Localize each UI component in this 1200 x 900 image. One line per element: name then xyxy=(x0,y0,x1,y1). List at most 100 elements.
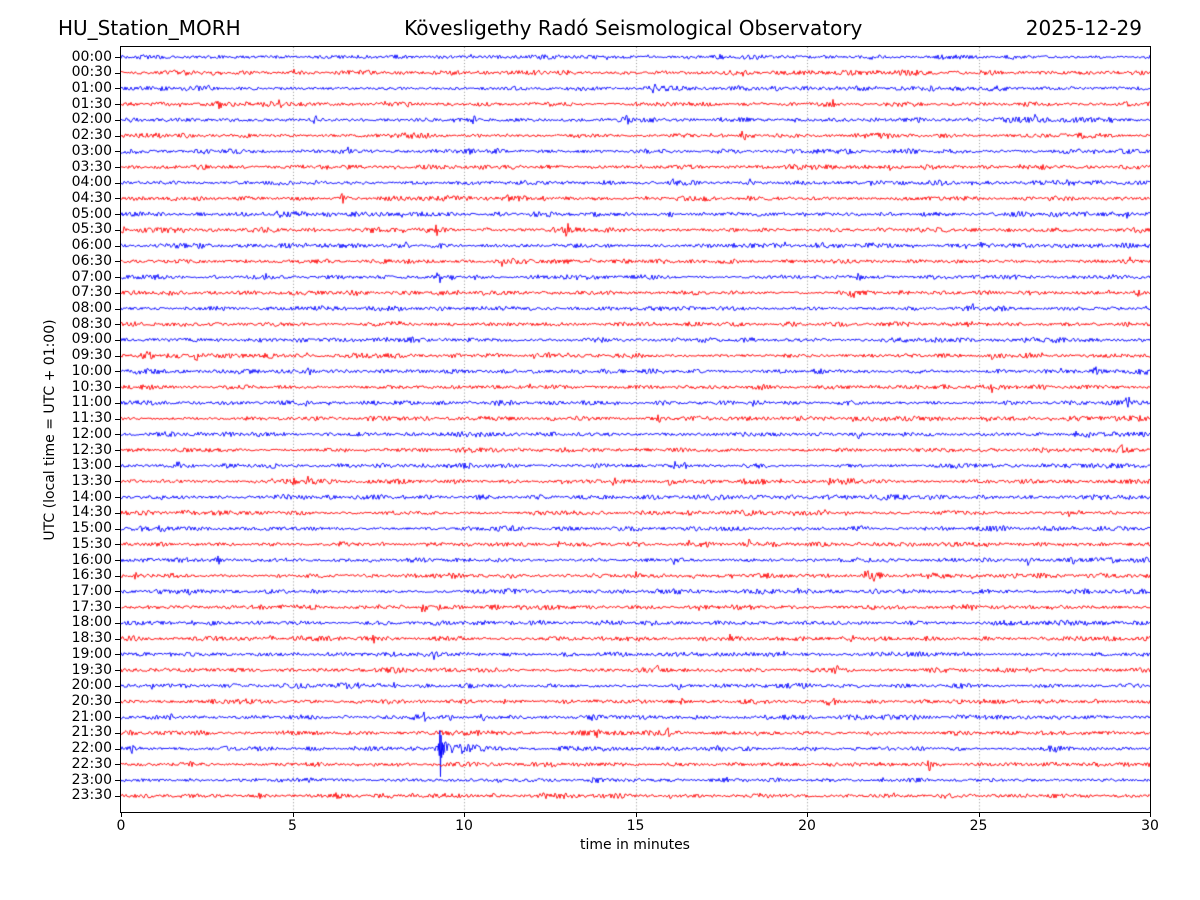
y-tick-label: 15:30 xyxy=(71,535,112,552)
y-tick-mark xyxy=(115,497,120,499)
y-tick-label: 10:30 xyxy=(71,378,112,395)
y-tick-label: 09:30 xyxy=(71,347,112,364)
y-tick-mark xyxy=(115,795,120,797)
y-tick-label: 04:30 xyxy=(71,189,112,206)
x-tick-label: 30 xyxy=(1141,818,1159,834)
y-tick-mark xyxy=(115,591,120,593)
y-tick-mark xyxy=(115,245,120,247)
y-tick-label: 12:30 xyxy=(71,441,112,458)
y-tick-mark xyxy=(115,717,120,719)
y-tick-label: 01:00 xyxy=(71,79,112,96)
y-tick-mark xyxy=(115,654,120,656)
y-tick-label: 22:00 xyxy=(71,740,112,757)
y-tick-mark xyxy=(115,748,120,750)
y-tick-label: 00:00 xyxy=(71,48,112,65)
y-tick-label: 20:30 xyxy=(71,693,112,710)
y-tick-mark xyxy=(115,701,120,703)
y-tick-mark xyxy=(115,355,120,357)
y-tick-mark xyxy=(115,670,120,672)
y-tick-label: 13:00 xyxy=(71,457,112,474)
y-tick-mark xyxy=(115,481,120,483)
y-tick-label: 23:30 xyxy=(71,787,112,804)
y-tick-mark xyxy=(115,418,120,420)
station-title: HU_Station_MORH xyxy=(58,16,241,40)
y-tick-mark xyxy=(115,182,120,184)
y-tick-label: 16:30 xyxy=(71,567,112,584)
y-tick-label: 11:30 xyxy=(71,410,112,427)
y-tick-label: 05:30 xyxy=(71,221,112,238)
y-tick-label: 16:00 xyxy=(71,551,112,568)
observatory-title: Kövesligethy Radó Seismological Observat… xyxy=(404,16,863,40)
y-tick-mark xyxy=(115,638,120,640)
y-tick-mark xyxy=(115,292,120,294)
y-tick-label: 02:30 xyxy=(71,127,112,144)
y-tick-mark xyxy=(115,402,120,404)
x-tick-mark xyxy=(121,813,122,817)
y-tick-mark xyxy=(115,371,120,373)
y-tick-label: 02:00 xyxy=(71,111,112,128)
y-tick-label: 07:30 xyxy=(71,284,112,301)
y-tick-label: 03:00 xyxy=(71,142,112,159)
y-tick-label: 19:00 xyxy=(71,645,112,662)
x-tick-mark xyxy=(635,813,637,817)
y-tick-label: 15:00 xyxy=(71,520,112,537)
y-tick-mark xyxy=(115,104,120,106)
x-tick-mark xyxy=(292,813,294,817)
y-tick-mark xyxy=(115,434,120,436)
y-tick-mark xyxy=(115,450,120,451)
y-tick-mark xyxy=(115,575,120,577)
y-tick-label: 18:00 xyxy=(71,614,112,631)
title-row: HU_Station_MORH Kövesligethy Radó Seismo… xyxy=(58,16,1142,40)
x-tick-label: 20 xyxy=(798,818,816,834)
y-tick-mark xyxy=(115,732,120,734)
y-tick-label: 03:30 xyxy=(71,158,112,175)
x-tick-label: 15 xyxy=(626,818,645,834)
y-tick-label: 01:30 xyxy=(71,95,112,112)
y-tick-label: 17:30 xyxy=(71,598,112,615)
y-tick-mark xyxy=(115,465,120,467)
y-tick-label: 13:30 xyxy=(71,472,112,489)
y-tick-mark xyxy=(115,622,120,624)
y-tick-mark xyxy=(115,119,120,121)
y-tick-label: 06:00 xyxy=(71,237,112,254)
x-axis-label: time in minutes xyxy=(580,837,690,853)
y-tick-mark xyxy=(115,57,120,58)
y-tick-mark xyxy=(115,214,120,216)
y-tick-label: 00:30 xyxy=(71,64,112,81)
y-tick-mark xyxy=(115,88,120,90)
y-tick-label: 08:00 xyxy=(71,300,112,317)
y-tick-label: 08:30 xyxy=(71,315,112,332)
y-tick-mark xyxy=(115,528,120,530)
y-tick-label: 07:00 xyxy=(71,268,112,285)
y-tick-mark xyxy=(115,544,120,546)
x-tick-label: 5 xyxy=(288,818,297,834)
y-tick-label: 12:00 xyxy=(71,425,112,442)
y-tick-label: 18:30 xyxy=(71,630,112,647)
plot-area xyxy=(120,46,1151,813)
y-tick-label: 14:30 xyxy=(71,504,112,521)
y-tick-mark xyxy=(115,764,120,766)
x-tick-mark xyxy=(807,813,808,817)
x-tick-label: 10 xyxy=(455,818,473,834)
y-tick-mark xyxy=(115,151,120,153)
x-tick-label: 0 xyxy=(116,818,126,834)
y-tick-label: 14:00 xyxy=(71,488,112,505)
y-tick-mark xyxy=(115,560,120,562)
y-tick-mark xyxy=(115,229,120,231)
y-tick-label: 10:00 xyxy=(71,362,112,379)
x-tick-label: 25 xyxy=(969,818,988,834)
date-title: 2025-12-29 xyxy=(1025,16,1142,40)
y-tick-label: 04:00 xyxy=(71,174,112,191)
y-tick-mark xyxy=(115,261,120,263)
y-tick-mark xyxy=(115,135,120,137)
x-tick-mark xyxy=(1150,813,1151,817)
y-tick-mark xyxy=(115,607,120,609)
y-tick-label: 17:00 xyxy=(71,582,112,599)
y-tick-mark xyxy=(115,339,120,341)
y-tick-mark xyxy=(115,512,120,514)
x-tick-mark xyxy=(978,813,980,817)
y-tick-mark xyxy=(115,277,120,279)
y-tick-mark xyxy=(115,72,120,74)
y-tick-label: 09:00 xyxy=(71,331,112,348)
